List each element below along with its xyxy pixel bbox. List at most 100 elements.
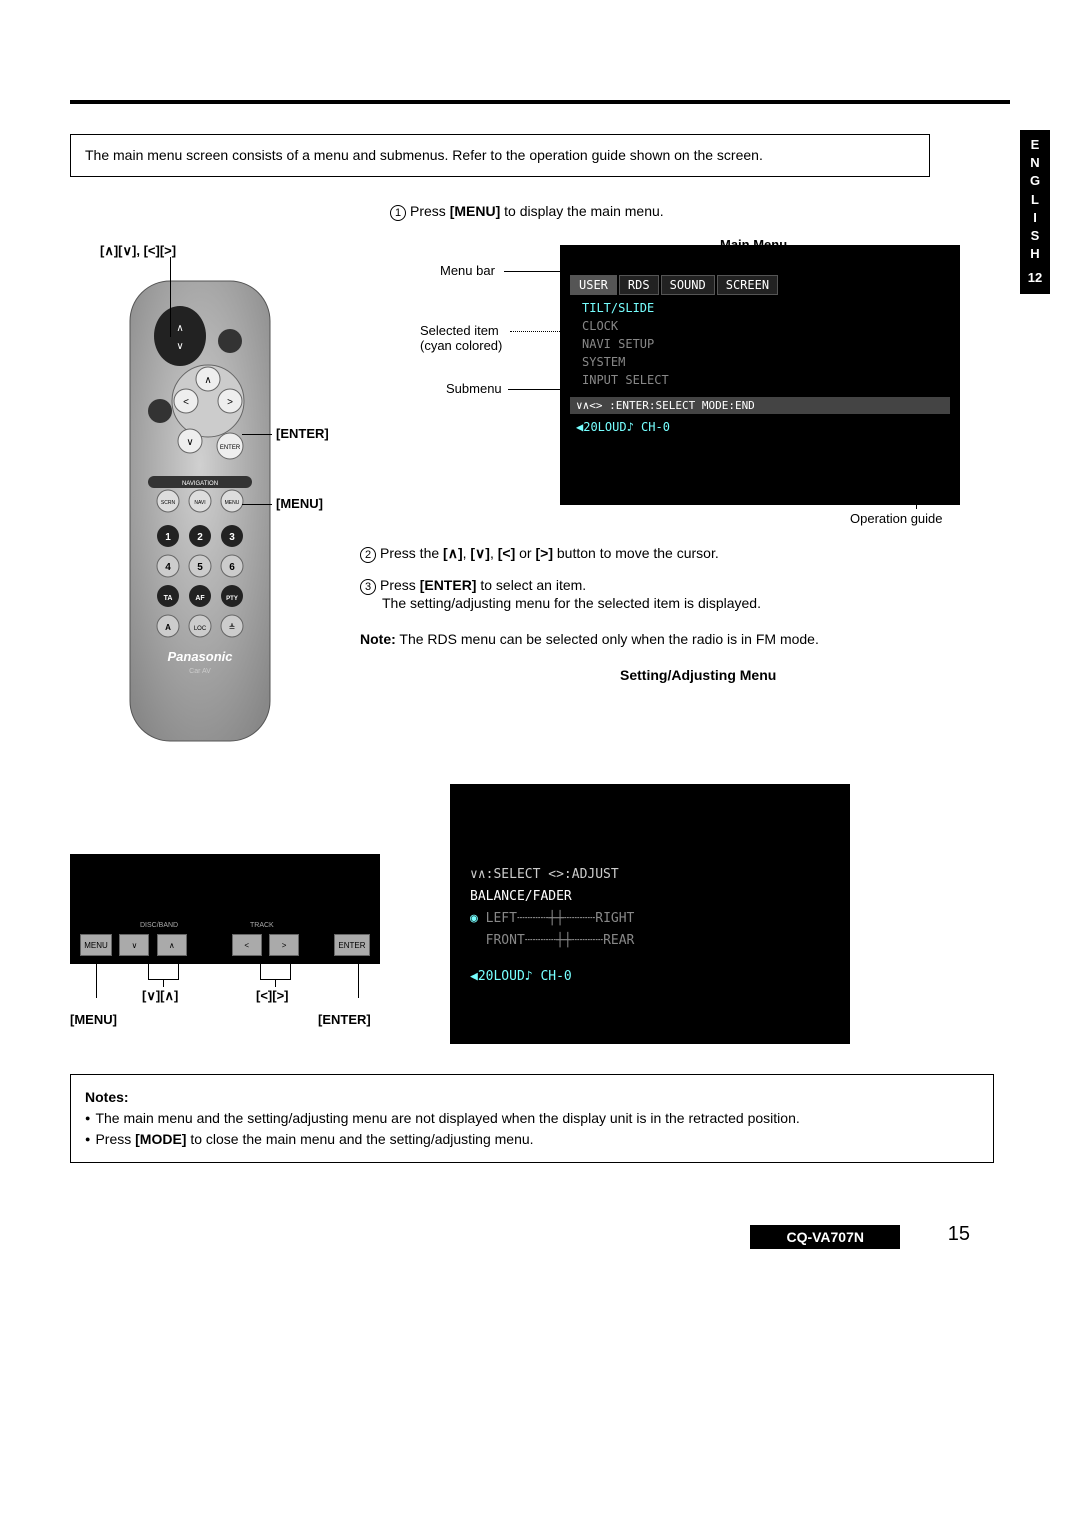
note-block: Note: The RDS menu can be selected only … (360, 631, 1010, 647)
svg-text:1: 1 (165, 532, 171, 543)
panel-btn-up[interactable]: ∧ (157, 934, 187, 956)
svg-text:∧: ∧ (176, 323, 183, 334)
n1text: The main menu and the setting/adjusting … (95, 1110, 799, 1126)
svg-text:NAVIGATION: NAVIGATION (182, 481, 218, 487)
svg-text:>: > (227, 397, 233, 408)
menu-line (242, 504, 272, 505)
tab-number: 12 (1020, 269, 1050, 287)
svg-text:A: A (165, 623, 171, 632)
step-1: 1Press [MENU] to display the main menu. (390, 203, 1010, 221)
step1-bold: [MENU] (450, 203, 501, 219)
panel-track: TRACK (250, 922, 274, 929)
svg-text:TA: TA (164, 595, 173, 602)
s2b1: [∧] (443, 545, 463, 561)
note-1: The main menu and the setting/adjusting … (85, 1108, 979, 1129)
content-area: [∧][∨], [<][>] ∧ ∨ ∧ < > (70, 231, 1010, 754)
settings-screen-wrap: ∨∧:SELECT <>:ADJUST BALANCE/FADER ◉ LEFT… (420, 784, 850, 1044)
front-panel: DISC/BAND TRACK MENU ∨ ∧ < > ENTER (70, 854, 400, 1044)
opguide-label: Operation guide (850, 511, 943, 526)
tab-rds: RDS (619, 275, 659, 295)
svg-text:∨: ∨ (176, 341, 183, 352)
s3-line2: The setting/adjusting menu for the selec… (382, 595, 1010, 611)
s2b4: [>] (535, 545, 553, 561)
svg-text:3: 3 (229, 532, 235, 543)
main-menu-area: Main Menu Menu bar Selected item (cyan c… (360, 245, 1010, 505)
opguide-callout (916, 481, 917, 509)
enter-line (242, 434, 272, 435)
s2b2: [∨] (470, 545, 490, 561)
ss-line3: ◉ LEFT┄┄┄┄┼┼┄┄┄┄RIGHT (470, 908, 830, 930)
menubar-label: Menu bar (440, 263, 495, 278)
panel-box: DISC/BAND TRACK MENU ∨ ∧ < > ENTER (70, 854, 380, 964)
svg-text:∨: ∨ (186, 437, 193, 448)
circ-2: 2 (360, 547, 376, 563)
tab-language: ENGLISH (1020, 136, 1050, 263)
s2m3: or (515, 545, 535, 561)
ss-left: LEFT (486, 911, 517, 926)
ss-right: RIGHT (595, 911, 634, 926)
pl3b (290, 964, 291, 980)
intro-box: The main menu screen consists of a menu … (70, 134, 930, 177)
settings-title: Setting/Adjusting Menu (620, 667, 1010, 683)
circ-3: 3 (360, 579, 376, 595)
pl1 (96, 964, 97, 998)
footer: CQ-VA707N 15 (70, 1223, 1010, 1253)
svg-text:<: < (183, 397, 189, 408)
svg-text:Panasonic: Panasonic (167, 649, 233, 664)
panel-btn-right[interactable]: > (269, 934, 299, 956)
pl4 (358, 964, 359, 998)
panel-btn-menu[interactable]: MENU (80, 934, 112, 956)
ss-line4: FRONT┄┄┄┄┼┼┄┄┄┄REAR (470, 930, 830, 952)
ss-status: ◀20LOUD♪ CH-0 (470, 966, 830, 988)
ss-rear: REAR (603, 933, 634, 948)
panel-sym-vl: [∨][∧] (142, 988, 178, 1004)
svg-text:AF: AF (195, 595, 205, 602)
circ-1: 1 (390, 205, 406, 221)
right-column: Main Menu Menu bar Selected item (cyan c… (360, 231, 1010, 754)
s2s: button to move the cursor. (553, 545, 719, 561)
footer-page: 15 (948, 1223, 970, 1246)
ss-line2: BALANCE/FADER (470, 886, 830, 908)
svg-text:4: 4 (165, 562, 171, 573)
op-guide-bar: ∨∧<> :ENTER:SELECT MODE:END (570, 397, 950, 414)
main-menu-screen: USER RDS SOUND SCREEN TILT/SLIDE CLOCK N… (560, 245, 960, 505)
item-input: INPUT SELECT (582, 371, 950, 389)
settings-screen: ∨∧:SELECT <>:ADJUST BALANCE/FADER ◉ LEFT… (450, 784, 850, 1044)
note-text: The RDS menu can be selected only when t… (396, 631, 819, 647)
svg-text:NAVI: NAVI (194, 500, 205, 506)
s2m2: , (490, 545, 498, 561)
panel-btn-left[interactable]: < (232, 934, 262, 956)
s2b3: [<] (498, 545, 516, 561)
notes-box: Notes: The main menu and the setting/adj… (70, 1074, 994, 1163)
menu-bar: USER RDS SOUND SCREEN (570, 275, 950, 295)
panel-btn-down[interactable]: ∨ (119, 934, 149, 956)
svg-text:6: 6 (229, 562, 235, 573)
item-navi: NAVI SETUP (582, 335, 950, 353)
pl3d (275, 979, 276, 987)
svg-text:5: 5 (197, 562, 203, 573)
remote-arrows-label: [∧][∨], [<][>] (100, 243, 176, 259)
notes-heading: Notes: (85, 1087, 979, 1108)
top-rule (70, 100, 1010, 104)
pl3a (260, 964, 261, 980)
footer-model: CQ-VA707N (750, 1225, 900, 1249)
panel-btn-enter[interactable]: ENTER (334, 934, 370, 956)
tab-user: USER (570, 275, 617, 295)
submenu-list: TILT/SLIDE CLOCK NAVI SETUP SYSTEM INPUT… (582, 299, 950, 389)
ss-line1: ∨∧:SELECT <>:ADJUST (470, 864, 830, 886)
svg-text:PTY: PTY (226, 596, 238, 602)
s2a: Press the (380, 545, 443, 561)
step1-suffix: to display the main menu. (500, 203, 663, 219)
ss-front: FRONT (486, 933, 525, 948)
s3a: Press (380, 577, 420, 593)
svg-text:ENTER: ENTER (220, 445, 241, 451)
step-2: 2Press the [∧], [∨], [<] or [>] button t… (360, 545, 1010, 563)
language-tab: ENGLISH 12 (1020, 130, 1050, 294)
panel-enter-label: [ENTER] (318, 1012, 371, 1027)
svg-text:LOC: LOC (194, 626, 207, 632)
panel-sym-lr: [<][>] (256, 988, 289, 1003)
item-system: SYSTEM (582, 353, 950, 371)
svg-text:∧: ∧ (204, 375, 211, 386)
n2b: [MODE] (135, 1131, 186, 1147)
pl2d (163, 979, 164, 987)
